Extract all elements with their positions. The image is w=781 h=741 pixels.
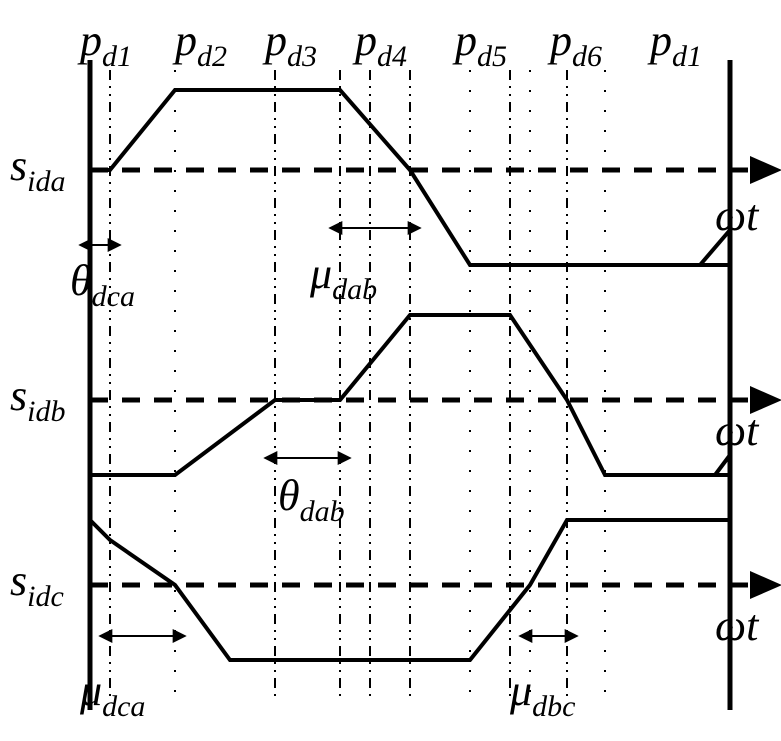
diagram-container: pd1pd2pd3pd4pd5pd6pd1sidasidbsidcωtωtωtθ… [0,0,781,741]
omega-label-2: ωt [715,601,760,650]
omega-label-0: ωt [715,191,760,240]
omega-label-1: ωt [715,406,760,455]
timing-diagram: pd1pd2pd3pd4pd5pd6pd1sidasidbsidcωtωtωtθ… [0,0,781,741]
